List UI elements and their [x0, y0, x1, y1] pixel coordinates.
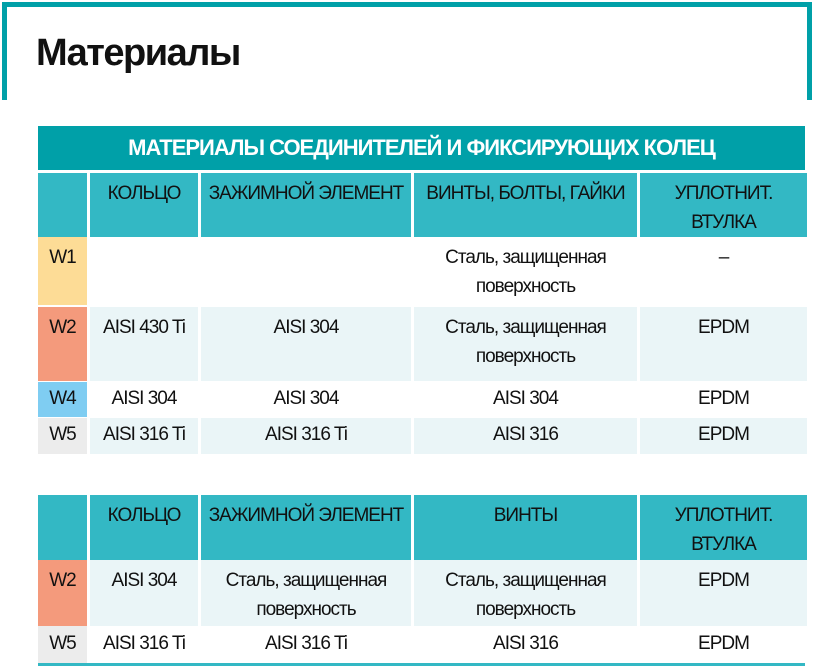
code-cell: W1	[38, 237, 87, 305]
header-cell: ЗАЖИМНОЙ ЭЛЕМЕНТ	[201, 173, 411, 237]
cell: AISI 304	[90, 382, 198, 417]
cell: EPDM	[640, 560, 807, 626]
cell: AISI 304	[414, 382, 637, 417]
table-row: W2 AISI 304 Сталь, защищенная поверхност…	[38, 560, 807, 626]
code-cell: W2	[38, 307, 87, 381]
table-banner: МАТЕРИАЛЫ СОЕДИНИТЕЛЕЙ И ФИКСИРУЮЩИХ КОЛ…	[38, 126, 805, 170]
title-frame	[2, 2, 812, 100]
cell: AISI 316 Ti	[201, 418, 411, 454]
header-cell: КОЛЬЦО	[90, 495, 198, 560]
cell: AISI 304	[90, 560, 198, 626]
cell: Сталь, защищенная поверхность	[414, 307, 637, 381]
table-bottom-border	[38, 663, 805, 666]
header-cell: КОЛЬЦО	[90, 173, 198, 237]
cell: AISI 316	[414, 418, 637, 454]
header-cell: УПЛОТНИТ. ВТУЛКА	[640, 173, 807, 237]
cell	[90, 237, 198, 305]
cell: EPDM	[640, 418, 807, 454]
cell: Сталь, защищенная поверхность	[414, 560, 637, 626]
table-header-row: КОЛЬЦО ЗАЖИМНОЙ ЭЛЕМЕНТ ВИНТЫ УПЛОТНИТ. …	[38, 495, 807, 560]
cell: Сталь, защищенная поверхность	[201, 560, 411, 626]
cell: –	[640, 237, 807, 305]
code-cell: W5	[38, 418, 87, 454]
cell	[201, 237, 411, 305]
table-header-row: КОЛЬЦО ЗАЖИМНОЙ ЭЛЕМЕНТ ВИНТЫ, БОЛТЫ, ГА…	[38, 173, 807, 237]
cell: AISI 316	[414, 626, 637, 663]
header-cell	[38, 173, 87, 237]
cell: AISI 304	[201, 307, 411, 381]
cell: Сталь, защищенная поверхность	[414, 237, 637, 305]
cell: AISI 316 Ti	[90, 418, 198, 454]
code-cell: W4	[38, 382, 87, 417]
cell: EPDM	[640, 307, 807, 381]
header-cell: ЗАЖИМНОЙ ЭЛЕМЕНТ	[201, 495, 411, 560]
table-row: W5 AISI 316 Ti AISI 316 Ti AISI 316 EPDM	[38, 626, 807, 663]
code-cell: W2	[38, 560, 87, 626]
cell: AISI 304	[201, 382, 411, 417]
code-cell: W5	[38, 626, 87, 663]
header-cell: УПЛОТНИТ. ВТУЛКА	[640, 495, 807, 560]
header-cell	[38, 495, 87, 560]
cell: AISI 316 Ti	[90, 626, 198, 663]
table-row: W4 AISI 304 AISI 304 AISI 304 EPDM	[38, 382, 807, 417]
cell: AISI 316 Ti	[201, 626, 411, 663]
cell: AISI 430 Ti	[90, 307, 198, 381]
cell: EPDM	[640, 382, 807, 417]
materials-table-1: МАТЕРИАЛЫ СОЕДИНИТЕЛЕЙ И ФИКСИРУЮЩИХ КОЛ…	[38, 126, 807, 454]
materials-table-2: КОЛЬЦО ЗАЖИМНОЙ ЭЛЕМЕНТ ВИНТЫ УПЛОТНИТ. …	[38, 495, 807, 666]
page-title: Материалы	[36, 32, 241, 74]
cell: EPDM	[640, 626, 807, 663]
header-cell: ВИНТЫ	[414, 495, 637, 560]
table-row: W1 Сталь, защищенная поверхность –	[38, 237, 807, 305]
table-row: W2 AISI 430 Ti AISI 304 Сталь, защищенна…	[38, 307, 807, 381]
header-cell: ВИНТЫ, БОЛТЫ, ГАЙКИ	[414, 173, 637, 237]
table-row: W5 AISI 316 Ti AISI 316 Ti AISI 316 EPDM	[38, 418, 807, 454]
